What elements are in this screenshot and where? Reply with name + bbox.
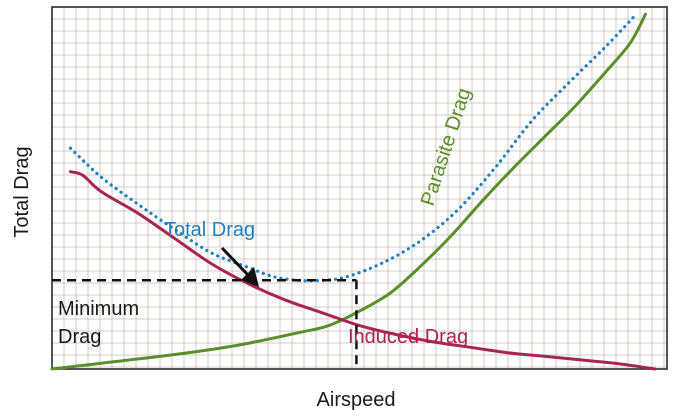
y-axis-label: Total Drag (11, 146, 33, 237)
series-parasite-drag-line (50, 12, 647, 371)
minimum-drag-label-line1: Minimum (58, 298, 139, 320)
minimum-arrow-head (241, 267, 259, 287)
curves (50, 12, 657, 371)
minimum-drag-label-line2: Drag (58, 326, 101, 348)
grid (52, 7, 667, 369)
x-axis-label: Airspeed (317, 389, 396, 411)
induced-drag-label: Induced Drag (348, 326, 468, 348)
total-drag-label: Total Drag (164, 219, 255, 241)
plot-border (51, 6, 668, 370)
series-total-drag-line (68, 12, 638, 283)
minimum-arrow-shaft (220, 246, 250, 277)
parasite-drag-label: Parasite Drag (417, 85, 476, 208)
minimum-guides (52, 279, 358, 369)
series-induced-drag-line (69, 170, 657, 371)
